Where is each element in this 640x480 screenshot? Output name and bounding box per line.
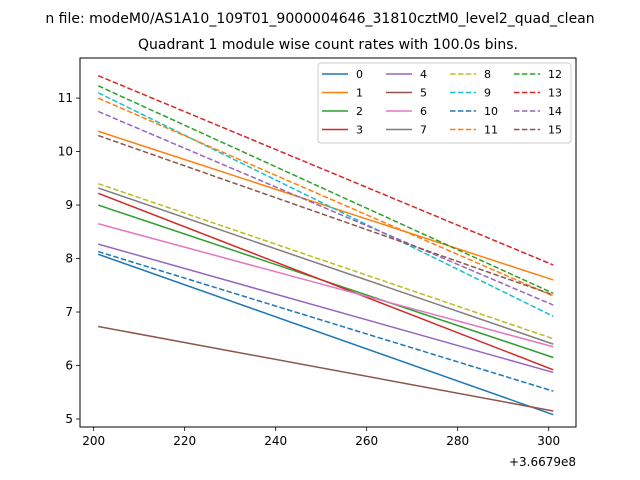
series-line-7 (97, 187, 554, 345)
legend-label-15: 15 (548, 124, 562, 137)
x-tick-label: 220 (173, 434, 196, 448)
series-line-13 (97, 74, 554, 266)
chart-title: Quadrant 1 module wise count rates with … (138, 37, 518, 53)
series-line-15 (97, 134, 554, 296)
legend-label-6: 6 (420, 105, 427, 118)
figure-suptitle: n file: modeM0/AS1A10_109T01_9000004646_… (45, 11, 594, 27)
y-tick-label: 8 (65, 252, 73, 266)
x-tick-label: 300 (537, 434, 560, 448)
y-tick-label: 7 (65, 305, 73, 319)
series-line-12 (97, 85, 554, 294)
legend-label-14: 14 (548, 105, 562, 118)
legend-label-2: 2 (356, 105, 363, 118)
legend-label-4: 4 (420, 68, 427, 81)
series-line-5 (98, 325, 554, 412)
legend-label-1: 1 (356, 87, 363, 100)
y-axis: 5 6 7 8 9 10 11 (58, 91, 80, 426)
series-line-10 (97, 250, 554, 392)
x-axis-offset-label: +3.6679e8 (509, 455, 576, 469)
legend-label-13: 13 (548, 87, 562, 100)
legend-label-7: 7 (420, 124, 427, 137)
legend-label-12: 12 (548, 68, 562, 81)
y-tick-label: 5 (65, 412, 73, 426)
x-tick-label: 200 (82, 434, 105, 448)
y-tick-label: 11 (58, 91, 73, 105)
legend-label-0: 0 (356, 68, 363, 81)
series-line-9 (97, 92, 554, 317)
series-line-8 (97, 182, 554, 340)
series-line-0 (97, 253, 554, 416)
series-line-4 (97, 243, 554, 374)
legend-label-9: 9 (484, 87, 491, 100)
legend-label-5: 5 (420, 87, 427, 100)
legend-label-8: 8 (484, 68, 491, 81)
y-tick-label: 9 (65, 198, 73, 212)
legend-label-10: 10 (484, 105, 498, 118)
series-layer (97, 74, 554, 416)
x-tick-label: 260 (355, 434, 378, 448)
series-line-3 (97, 192, 554, 371)
series-line-1 (97, 130, 554, 281)
x-tick-label: 240 (264, 434, 287, 448)
series-line-14 (97, 110, 554, 306)
legend-label-11: 11 (484, 124, 498, 137)
y-tick-label: 6 (65, 359, 73, 373)
series-line-6 (98, 223, 554, 348)
y-tick-label: 10 (58, 145, 73, 159)
x-tick-label: 280 (446, 434, 469, 448)
axes-frame (79, 57, 577, 428)
legend-box (317, 62, 572, 144)
legend-label-3: 3 (356, 124, 363, 137)
series-line-11 (97, 97, 554, 297)
x-axis: 200 220 240 260 280 300 (82, 427, 560, 448)
